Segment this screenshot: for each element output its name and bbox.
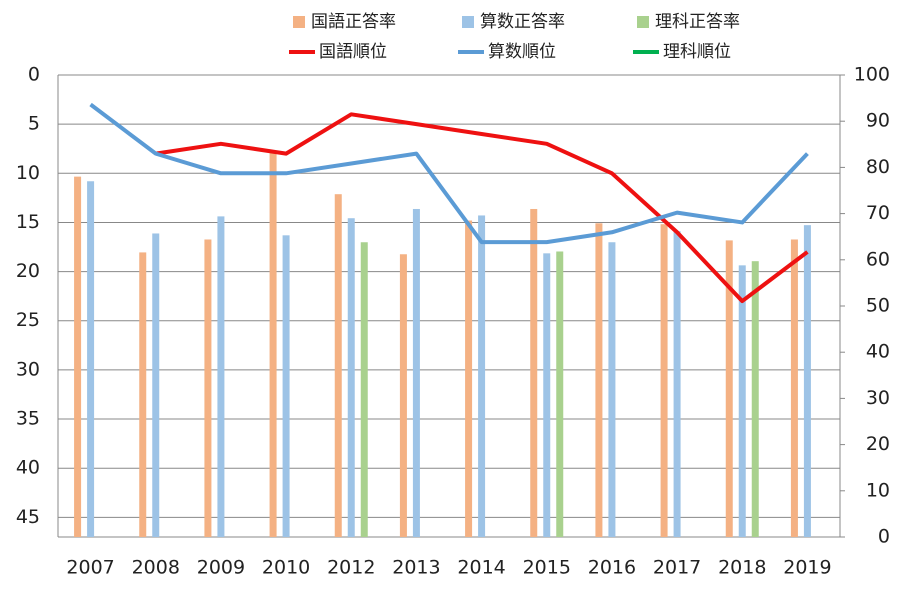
y2-tick-label: 0: [878, 526, 890, 548]
bar: [412, 208, 420, 538]
bar: [334, 194, 342, 538]
legend-swatch: [637, 16, 649, 28]
bar: [751, 261, 759, 537]
y-tick-label: 40: [16, 457, 40, 479]
x-tick-label: 2016: [588, 557, 636, 579]
y-tick-label: 10: [16, 162, 40, 184]
y2-tick-label: 20: [866, 433, 890, 455]
line: [155, 112, 809, 304]
x-tick-label: 2019: [783, 557, 831, 579]
bar: [530, 208, 538, 538]
y-tick-label: 0: [28, 64, 40, 86]
legend-label: 算数順位: [488, 42, 556, 62]
y-tick-label: 25: [16, 309, 40, 331]
bar: [595, 223, 603, 537]
y2-tick-label: 30: [866, 387, 890, 409]
y-tick-label: 15: [16, 211, 40, 233]
bar: [465, 220, 473, 537]
y2-tick-label: 40: [866, 341, 890, 363]
y2-tick-label: 80: [866, 156, 890, 178]
bar: [139, 252, 147, 537]
y2-tick-label: 70: [866, 202, 890, 224]
bar: [803, 225, 811, 537]
bar: [399, 254, 407, 538]
y-tick-label: 35: [16, 408, 40, 430]
legend-swatch: [462, 16, 474, 28]
legend-label: 理科正答率: [655, 12, 740, 32]
x-tick-label: 2017: [653, 557, 701, 579]
legend-label: 算数正答率: [480, 12, 565, 32]
bar: [556, 251, 564, 537]
bar: [282, 235, 290, 537]
bar: [725, 240, 733, 537]
legend-swatch: [293, 16, 305, 28]
x-tick-label: 2010: [262, 557, 310, 579]
bar: [478, 215, 486, 537]
bar: [74, 176, 82, 537]
y-tick-label: 45: [16, 506, 40, 528]
bar: [347, 218, 355, 537]
x-tick-label: 2008: [132, 557, 180, 579]
y2-tick-label: 90: [866, 110, 890, 132]
bar: [790, 239, 798, 538]
bar: [360, 242, 368, 537]
y2-tick-label: 60: [866, 248, 890, 270]
legend-label: 理科順位: [663, 42, 731, 62]
legend-label: 国語正答率: [311, 12, 396, 32]
x-tick-label: 2007: [66, 557, 114, 579]
x-tick-label: 2015: [523, 557, 571, 579]
bar: [543, 253, 551, 537]
bar: [673, 231, 681, 537]
x-tick-label: 2013: [392, 557, 440, 579]
bar: [217, 216, 225, 537]
bar: [660, 224, 668, 537]
bar: [269, 152, 277, 538]
y-tick-label: 5: [28, 113, 40, 135]
y-tick-label: 20: [16, 260, 40, 282]
bar: [608, 242, 616, 537]
bar: [738, 265, 746, 537]
y2-tick-label: 50: [866, 295, 890, 317]
y2-tick-label: 100: [854, 64, 890, 86]
bar: [204, 239, 212, 538]
line: [89, 102, 809, 245]
y2-tick-label: 10: [866, 479, 890, 501]
x-tick-label: 2009: [197, 557, 245, 579]
bar: [87, 181, 95, 537]
x-tick-label: 2012: [327, 557, 375, 579]
x-tick-label: 2018: [718, 557, 766, 579]
bar: [152, 233, 160, 537]
y-tick-label: 30: [16, 358, 40, 380]
x-tick-label: 2014: [457, 557, 505, 579]
legend-label: 国語順位: [319, 42, 387, 62]
